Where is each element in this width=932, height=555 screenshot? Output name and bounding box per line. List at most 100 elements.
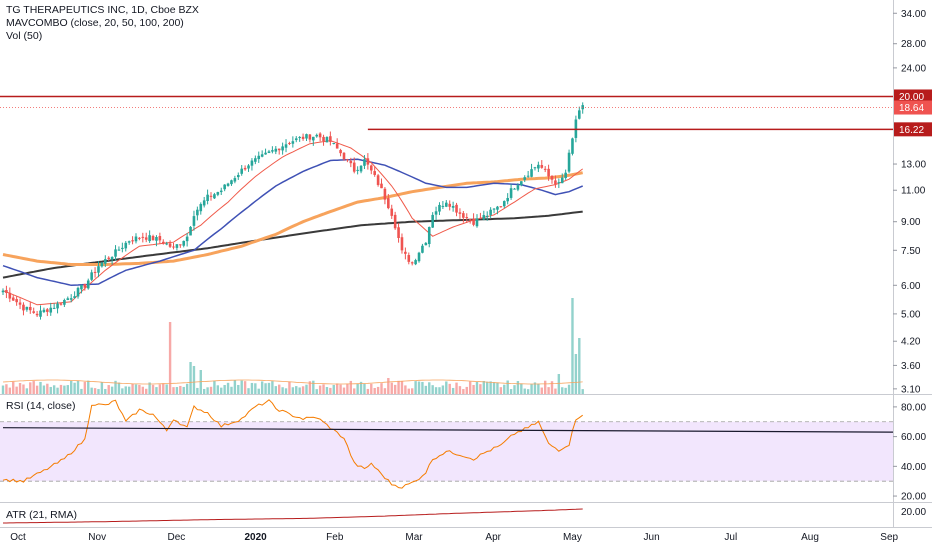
- volume-bar: [550, 381, 554, 394]
- candle-body: [335, 143, 339, 149]
- candle-body: [342, 152, 346, 160]
- candle: [332, 142, 336, 145]
- candle-body: [247, 165, 250, 169]
- volume-bar: [554, 388, 557, 394]
- candle: [369, 164, 373, 175]
- volume-bar: [288, 381, 291, 394]
- volume-bar: [220, 387, 223, 394]
- volume-bar: [301, 386, 305, 394]
- candle-body: [124, 242, 128, 249]
- candle: [554, 175, 557, 188]
- price-tick-label: 13.00: [901, 160, 926, 171]
- candle: [438, 202, 441, 216]
- candle-body: [281, 146, 284, 151]
- candle-body: [325, 136, 329, 143]
- volume-bar: [209, 386, 213, 394]
- candle: [83, 283, 87, 291]
- symbol-title[interactable]: TG THERAPEUTICS INC, 1D, Cboe BZX: [6, 4, 199, 16]
- candle-body: [537, 164, 540, 169]
- candle: [216, 191, 220, 197]
- candle-body: [1, 290, 5, 293]
- candle: [124, 241, 128, 252]
- atr-label[interactable]: ATR (21, RMA): [6, 509, 77, 521]
- volume-bar: [73, 382, 76, 394]
- candle: [581, 102, 584, 114]
- volume-bar: [397, 380, 400, 394]
- volume-bar: [479, 384, 482, 394]
- candle: [325, 136, 329, 143]
- price-tick-label: 9.00: [901, 217, 921, 228]
- candle-body: [485, 215, 489, 217]
- candle-body: [233, 178, 237, 182]
- volume-bar: [179, 385, 182, 394]
- candle-body: [543, 168, 547, 170]
- volume-bar: [1, 385, 5, 394]
- volume-bar: [121, 388, 124, 394]
- volume-bar: [468, 381, 472, 394]
- candle: [346, 158, 349, 163]
- candle: [550, 175, 554, 184]
- volume-bar: [213, 380, 216, 394]
- volume-bar: [574, 354, 578, 394]
- candle-body: [294, 138, 298, 141]
- volume-bar: [114, 380, 117, 394]
- x-tick-label: Jul: [724, 532, 737, 543]
- candle-body: [380, 183, 383, 189]
- candle-body: [424, 242, 428, 246]
- volume-bar: [424, 385, 428, 394]
- volume-bar: [76, 381, 80, 394]
- candle: [281, 142, 284, 155]
- candle-body: [110, 257, 114, 260]
- candle: [434, 206, 438, 220]
- candle-body: [291, 141, 295, 144]
- volume-bar: [247, 388, 250, 394]
- volume-bar: [29, 382, 32, 394]
- candle-body: [489, 209, 492, 215]
- candle: [380, 178, 383, 189]
- candle-body: [73, 296, 76, 298]
- volume-bar: [571, 298, 574, 394]
- candle: [18, 298, 22, 310]
- candle: [305, 133, 308, 142]
- candle-body: [400, 237, 404, 251]
- candle-body: [56, 303, 59, 309]
- candle: [223, 184, 226, 192]
- volume-bar: [257, 388, 260, 394]
- candle: [8, 287, 12, 303]
- candle: [421, 243, 424, 254]
- volume-label[interactable]: Vol (50): [6, 30, 43, 42]
- candle: [537, 161, 540, 173]
- candle: [373, 166, 376, 177]
- volume-bar: [315, 389, 318, 394]
- candle-body: [577, 110, 581, 119]
- candle-body: [274, 148, 278, 152]
- x-tick-label: 2020: [244, 532, 267, 543]
- candle-body: [479, 217, 482, 219]
- ma100-line: [2, 171, 584, 266]
- x-tick-label: May: [563, 532, 582, 543]
- candle: [168, 240, 172, 248]
- volume-bar: [564, 387, 567, 394]
- rsi-label[interactable]: RSI (14, close): [6, 400, 76, 412]
- candle: [400, 233, 404, 254]
- candle-body: [560, 177, 564, 184]
- volume-bar: [15, 386, 18, 394]
- candle: [274, 146, 278, 155]
- volume-bar: [97, 389, 100, 394]
- candle-body: [46, 309, 49, 312]
- indicator-label[interactable]: MAVCOMBO (close, 20, 50, 100, 200): [6, 17, 184, 29]
- volume-bar: [240, 380, 243, 394]
- candle-body: [264, 152, 267, 155]
- candle-body: [192, 216, 196, 226]
- candle-body: [121, 247, 124, 249]
- volume-bar: [230, 386, 233, 394]
- candle: [230, 179, 233, 186]
- candle-body: [318, 133, 322, 138]
- candle: [219, 187, 223, 195]
- candle-body: [421, 245, 424, 253]
- volume-bar: [451, 387, 455, 394]
- candle: [557, 178, 561, 189]
- candle-body: [80, 285, 83, 290]
